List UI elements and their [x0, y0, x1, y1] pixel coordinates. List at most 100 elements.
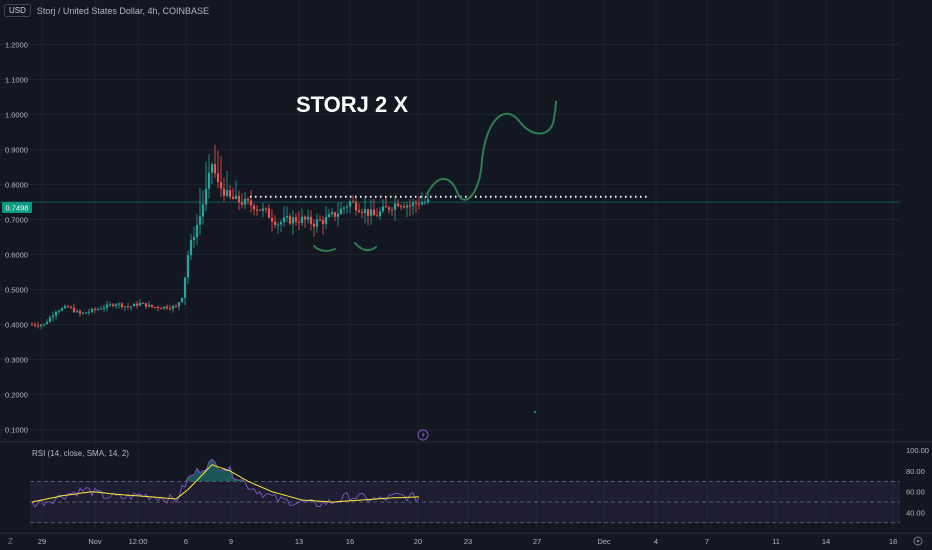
candle-body — [168, 308, 172, 310]
candle-body — [219, 182, 223, 189]
candle-body — [102, 307, 106, 309]
candle-body — [183, 277, 187, 298]
candle-body — [321, 220, 325, 224]
candle-body — [36, 325, 40, 327]
candle-body — [366, 209, 370, 216]
candle-body — [87, 311, 91, 313]
x-tick-label: 16 — [346, 537, 354, 546]
candle-body — [72, 307, 76, 312]
candle-body — [135, 303, 139, 306]
candle-body — [300, 216, 304, 223]
headline-annotation: STORJ 2 X — [296, 92, 408, 117]
chart-title: Storj / United States Dollar, 4h, COINBA… — [36, 5, 209, 16]
candle-body — [396, 203, 400, 207]
candle-body — [132, 303, 136, 307]
candle-body — [84, 312, 88, 314]
candle-body — [318, 219, 322, 221]
candle-body — [264, 208, 268, 210]
candle-body — [51, 315, 55, 318]
rsi-sma-line — [31, 464, 420, 503]
candle-body — [123, 306, 127, 308]
candle-body — [141, 302, 145, 304]
candle-body — [75, 310, 79, 312]
x-tick-label: 6 — [184, 537, 188, 546]
candle-body — [63, 306, 67, 309]
x-tick-label: Dec — [597, 537, 611, 546]
x-tick-label: 18 — [889, 537, 897, 546]
candle-body — [390, 209, 394, 211]
candle-body — [270, 217, 274, 222]
candle-body — [171, 306, 175, 309]
candle-body — [57, 310, 61, 312]
candle-body — [228, 190, 232, 197]
candle-body — [309, 216, 313, 224]
candle-body — [162, 306, 166, 309]
candle-body — [78, 310, 82, 314]
projection-curve — [426, 100, 557, 201]
y-tick-label: 0.6000 — [5, 251, 28, 260]
rsi-tick-label: 100.00 — [906, 446, 929, 455]
candle-body — [231, 196, 235, 200]
candle-body — [399, 206, 403, 208]
candle-body — [177, 302, 181, 307]
x-tick-label: 4 — [654, 537, 658, 546]
x-tick-label: 11 — [772, 537, 780, 546]
candle-body — [315, 219, 319, 227]
candle-body — [216, 173, 220, 183]
lightning-icon[interactable] — [417, 429, 429, 441]
candle-body — [411, 202, 415, 206]
candle-body — [105, 304, 109, 308]
candle-body — [225, 190, 229, 196]
candle-body — [405, 205, 409, 208]
rsi-series — [31, 458, 420, 509]
currency-button[interactable]: USD — [4, 4, 31, 17]
candle-body — [414, 202, 418, 204]
candle-body — [360, 212, 364, 214]
settings-gear-icon[interactable] — [913, 536, 923, 546]
candle-body — [393, 203, 397, 210]
chart-header: USD Storj / United States Dollar, 4h, CO… — [4, 4, 209, 17]
candle-body — [276, 224, 280, 226]
candle-body — [174, 306, 178, 308]
candle-body — [375, 215, 379, 217]
candle-body — [252, 205, 256, 210]
candle-body — [303, 216, 307, 220]
candle-body — [165, 306, 169, 309]
candle-body — [288, 216, 292, 224]
candle-body — [210, 164, 214, 173]
candle-body — [150, 304, 154, 308]
candle-body — [336, 214, 340, 217]
corner-left-label: Z — [8, 537, 13, 546]
candle-body — [384, 206, 388, 208]
y-tick-label: 0.2000 — [5, 391, 28, 400]
candle-body — [30, 324, 34, 326]
candle-body — [186, 255, 190, 278]
candle-body — [294, 217, 298, 222]
candle-body — [282, 217, 286, 223]
candle-body — [351, 201, 355, 203]
candle-body — [345, 206, 349, 208]
candle-body — [114, 304, 118, 307]
rsi-band — [30, 481, 900, 524]
candle-body — [144, 303, 148, 307]
price-label: 0.7498 — [2, 202, 32, 213]
candle-body — [240, 202, 244, 205]
rsi-tick-label: 60.00 — [906, 488, 925, 497]
candle-body — [207, 172, 211, 189]
y-tick-label: 1.2000 — [5, 41, 28, 50]
candle-body — [258, 209, 262, 211]
candle-body — [369, 209, 373, 216]
candle-body — [201, 204, 205, 217]
svg-text:0.7498: 0.7498 — [6, 204, 29, 213]
y-tick-label: 0.3000 — [5, 356, 28, 365]
candle-body — [417, 203, 421, 205]
candle-body — [363, 209, 367, 214]
candle-body — [204, 188, 208, 205]
candle-body — [291, 217, 295, 224]
candle-body — [243, 198, 247, 205]
candle-body — [408, 205, 412, 207]
candle-body — [378, 211, 382, 217]
candle-body — [261, 208, 265, 211]
candle-body — [45, 321, 49, 324]
